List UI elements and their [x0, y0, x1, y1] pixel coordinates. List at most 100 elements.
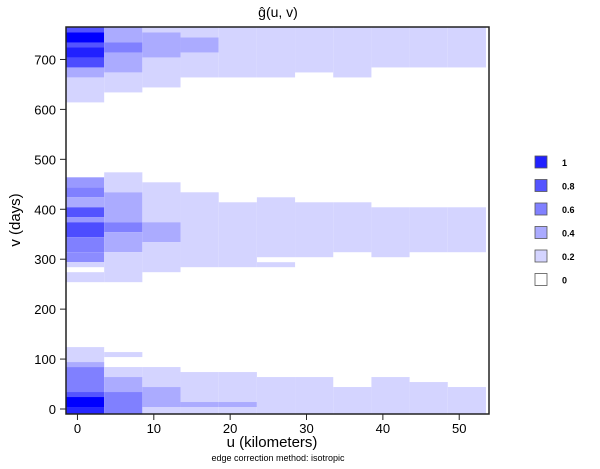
- heatmap-cell: [333, 202, 372, 253]
- heatmap-cell: [66, 397, 105, 408]
- heatmap-cell: [256, 197, 296, 258]
- plot-frame: [65, 26, 490, 415]
- heatmap-cell: [104, 352, 143, 358]
- legend-swatch: [534, 249, 548, 263]
- heatmap-cell: [447, 387, 486, 414]
- heatmap-cell: [142, 367, 181, 388]
- heatmap-cell: [66, 252, 105, 263]
- heatmap-cell: [104, 377, 143, 393]
- heatmap-cell: [104, 252, 143, 283]
- heatmap-cell: [66, 77, 105, 103]
- legend-swatch: [534, 273, 548, 286]
- legend: 1 0.8 0.6 0.4 0.2 0: [534, 155, 575, 286]
- heatmap-cell: [66, 217, 105, 223]
- heatmap-cell: [66, 177, 105, 188]
- heatmap-cell: [218, 27, 257, 78]
- heatmap-cell: [104, 232, 143, 253]
- heatmap-cell: [256, 377, 296, 414]
- heatmap-cell: [409, 27, 448, 68]
- heatmap-cell: [180, 192, 219, 268]
- heatmap-cell: [66, 57, 105, 68]
- heatmap-cell: [66, 67, 105, 78]
- y-tick-label: 500: [34, 152, 56, 167]
- y-axis: 0 100 200 300 400 500 600 700: [34, 52, 66, 417]
- heatmap-cell: [66, 207, 105, 218]
- y-tick-label: 0: [49, 402, 56, 417]
- heatmap-cell: [66, 27, 105, 33]
- heatmap-cell: [66, 197, 105, 208]
- legend-swatch: [534, 202, 548, 216]
- heatmap-cell: [66, 237, 105, 253]
- heatmap-cell: [447, 27, 486, 68]
- legend-label: 0.6: [562, 205, 575, 215]
- heatmap-cell: [409, 382, 448, 414]
- heatmap-cell: [180, 52, 219, 78]
- heatmap-cell: [104, 42, 143, 53]
- heatmap-cell: [295, 377, 334, 414]
- heatmap-cell: [66, 187, 105, 198]
- x-axis-label: u (kilometers): [227, 434, 318, 451]
- y-tick-label: 600: [34, 102, 56, 117]
- heatmap-cell: [371, 377, 410, 414]
- chart-subtitle: edge correction method: isotropic: [211, 453, 345, 463]
- heatmap-cell: [218, 202, 257, 268]
- heatmap-cell: [295, 202, 334, 258]
- legend-label: 0.8: [562, 182, 575, 192]
- heatmap-cell: [66, 407, 105, 414]
- heatmap-cell: [66, 367, 105, 393]
- heatmap-cell: [256, 262, 296, 268]
- legend-swatch: [534, 179, 548, 192]
- heatmap-cell: [66, 272, 105, 283]
- legend-label: 0.4: [562, 229, 575, 239]
- x-axis: 0 10 20 30 40 50: [74, 414, 466, 436]
- heatmap-cell: [142, 407, 181, 414]
- heatmap-cell: [371, 27, 410, 68]
- heatmap-cell: [66, 347, 105, 363]
- y-tick-label: 100: [34, 352, 56, 367]
- heatmap-cell: [142, 32, 181, 58]
- x-tick-label: 40: [376, 421, 390, 436]
- heatmap-cell: [142, 242, 181, 273]
- heatmap-cell: [66, 47, 105, 58]
- heatmap-cell: [104, 72, 143, 93]
- heatmap-cell: [104, 367, 143, 378]
- heatmap-cell: [104, 192, 143, 223]
- heatmap-cell: [371, 207, 410, 258]
- heatmap-cell: [142, 222, 181, 243]
- heatmap-cell: [180, 402, 219, 408]
- x-tick-label: 20: [223, 421, 237, 436]
- heatmap-cell: [104, 392, 143, 414]
- x-tick-label: 50: [452, 421, 466, 436]
- heatmap-cell: [142, 57, 181, 88]
- heatmap-cell: [409, 207, 448, 253]
- legend-swatch: [534, 226, 548, 239]
- y-axis-label: v (days): [7, 193, 24, 246]
- heatmap-cell: [333, 387, 372, 414]
- heatmap-cell: [218, 402, 257, 408]
- heatmap-cell: [66, 42, 105, 48]
- heatmap-cell: [180, 407, 219, 414]
- x-tick-label: 30: [299, 421, 313, 436]
- heatmap-cell: [142, 387, 181, 408]
- legend-label: 0.2: [562, 252, 575, 262]
- heatmap-cell: [66, 362, 105, 368]
- heatmap-cell: [180, 372, 219, 403]
- heatmap-cell: [142, 27, 181, 33]
- heatmap-cell: [180, 37, 219, 53]
- heatmap-cell: [104, 52, 143, 73]
- x-tick-label: 10: [147, 421, 161, 436]
- x-tick-label: 0: [74, 421, 81, 436]
- heatmap-cell: [142, 182, 181, 223]
- heatmap-cell: [104, 222, 143, 233]
- heatmap-cell: [104, 27, 143, 43]
- legend-swatch: [534, 155, 548, 169]
- heatmap-cell: [256, 27, 296, 78]
- legend-label: 0: [562, 276, 567, 286]
- heatmap-cell: [66, 392, 105, 398]
- heatmap-cell: [180, 27, 219, 38]
- y-tick-label: 300: [34, 252, 56, 267]
- heatmap-cell: [333, 27, 372, 78]
- heatmap-cells: [66, 27, 486, 414]
- legend-label: 1: [562, 158, 567, 168]
